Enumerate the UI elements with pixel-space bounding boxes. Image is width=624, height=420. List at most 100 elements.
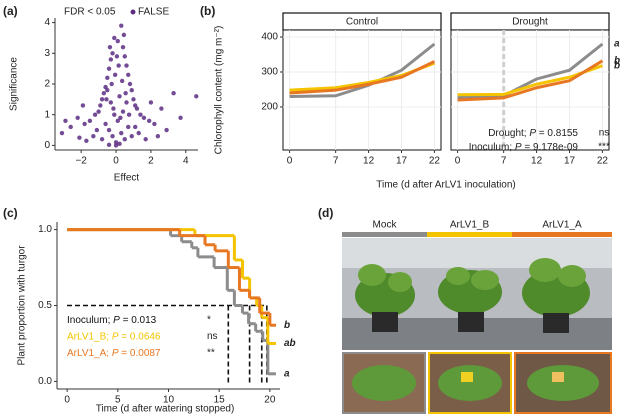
step [258,297,270,315]
step [240,305,249,315]
point [84,138,89,143]
point [131,97,136,102]
x-tick-label: 17 [396,156,408,167]
line [457,59,604,102]
x-tick-label: 7 [333,156,339,167]
y-tick-label: 300 [261,67,278,78]
point [119,23,124,28]
point [105,75,110,81]
point [113,140,119,145]
photo-frame [514,352,612,414]
point [126,124,131,130]
annotation-value: = 0.0646 [119,331,161,342]
point [133,124,138,130]
point [129,133,134,139]
annotation-p: P [112,348,119,359]
point [110,51,115,56]
x-tick-label: 22 [597,156,609,167]
point [136,130,141,136]
point [80,103,86,108]
point [148,100,154,105]
point [116,63,121,68]
x-tick-label: 0 [287,156,293,167]
y-tick-label: 1 [44,109,50,120]
x-tick-label: 2 [148,156,154,167]
point [59,130,65,136]
end-label: a [284,368,290,379]
point [68,124,73,130]
point [117,94,122,99]
facet-title: Drought [512,17,548,28]
annotation-sig: ns [599,128,610,139]
x-tick-label: 10 [163,395,175,406]
x-tick-label: −2 [75,156,87,167]
facet-title: Control [346,17,378,28]
point [122,54,127,59]
legend-label: FALSE [138,7,169,18]
photo-frame [428,352,512,414]
panel-label: (d) [318,206,333,220]
step [232,235,243,262]
annotation-p: P [113,315,120,326]
point [115,38,120,44]
x-tick-label: 17 [564,156,576,167]
point [103,121,108,127]
point [82,121,87,127]
step [237,267,250,292]
annotation-lead: ArLV1_A; [67,348,112,359]
step [196,247,215,259]
y-tick-label: 1.0 [38,224,52,235]
x-tick-label: 0 [113,156,119,167]
point [126,72,131,77]
tag [461,372,473,382]
point [117,141,122,147]
point [94,127,100,133]
point [99,137,105,142]
point [91,133,96,139]
point [110,133,115,139]
annotation-value: = 0.013 [120,315,157,326]
point [178,115,183,120]
group-label: ArLV1_A [542,220,582,231]
point [146,118,152,124]
x-tick-label: 12 [531,156,543,167]
y-tick-label: 400 [261,32,278,43]
x-tick-label: 7 [501,156,507,167]
annotation: ArLV1_B; P = 0.0646 [67,331,161,342]
point [77,135,82,140]
x-axis-title: Time (d after ArLV1 inoculation) [376,180,516,191]
step [240,259,250,280]
annotation: Drought; P = 0.8155 [488,128,578,139]
y-tick-label: 0.5 [38,300,52,311]
point [63,118,68,124]
point [123,91,128,96]
point [112,72,118,77]
end-label: b [614,60,620,71]
point [118,115,123,120]
annotation: ArLV1_A; P = 0.0087 [67,348,161,359]
x-tick-label: 22 [429,156,441,167]
point [112,112,117,117]
annotation-sig: * [207,315,211,326]
tag [552,372,564,382]
photo-frame [342,352,426,414]
point [121,32,127,38]
group-bar [427,232,512,237]
point [138,112,143,117]
step [248,290,260,300]
rosette-leaves [352,365,599,401]
point [127,81,133,87]
annotation-sig: ns [207,331,218,342]
end-label: b [284,320,290,331]
point [106,66,112,71]
point [105,87,110,93]
point [99,97,105,102]
annotation-p: P [112,331,119,342]
x-tick-label: 5 [115,395,121,406]
point [120,109,126,114]
y-tick-label: 3 [44,48,50,59]
point [111,106,116,111]
y-axis-title: Significance [9,57,20,111]
